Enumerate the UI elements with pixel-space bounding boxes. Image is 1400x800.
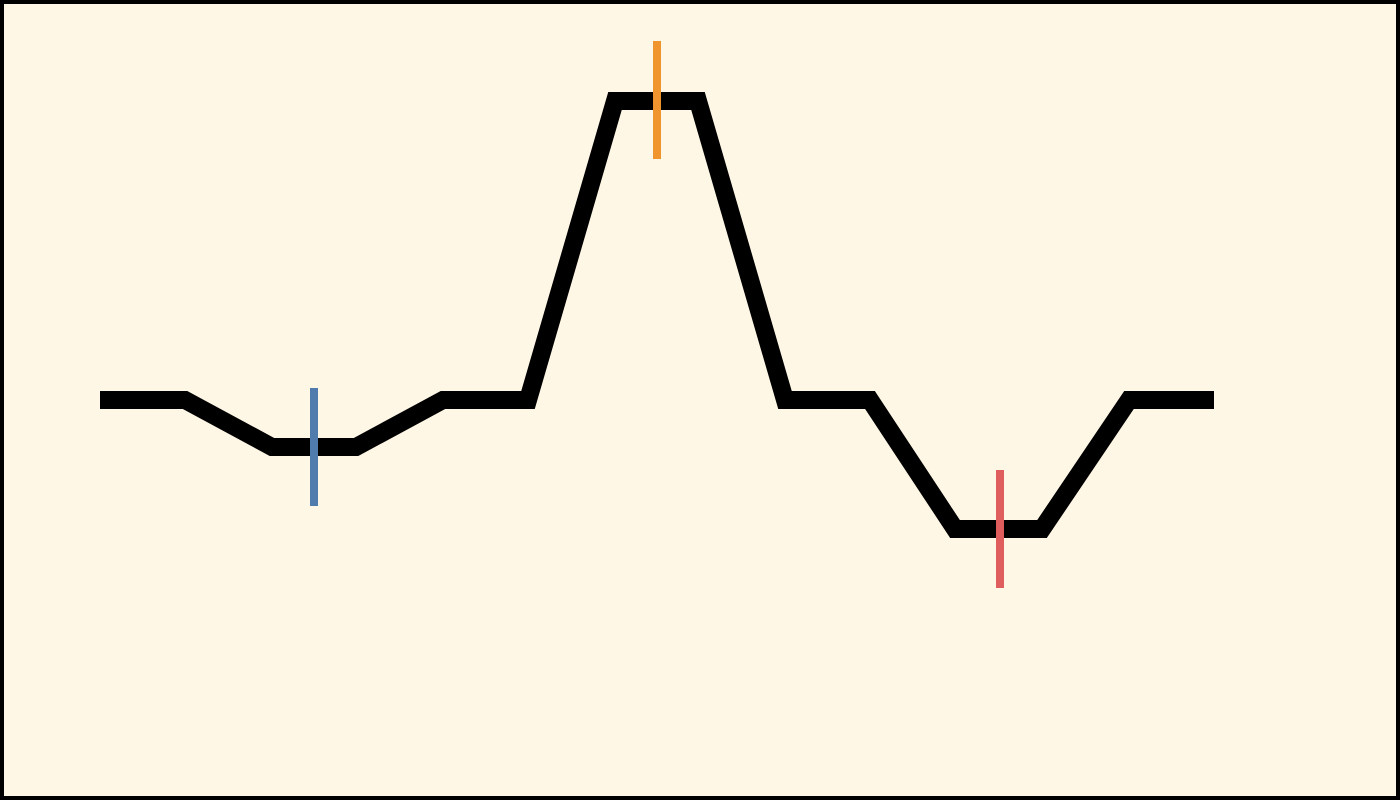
diagram-canvas xyxy=(4,4,1396,796)
